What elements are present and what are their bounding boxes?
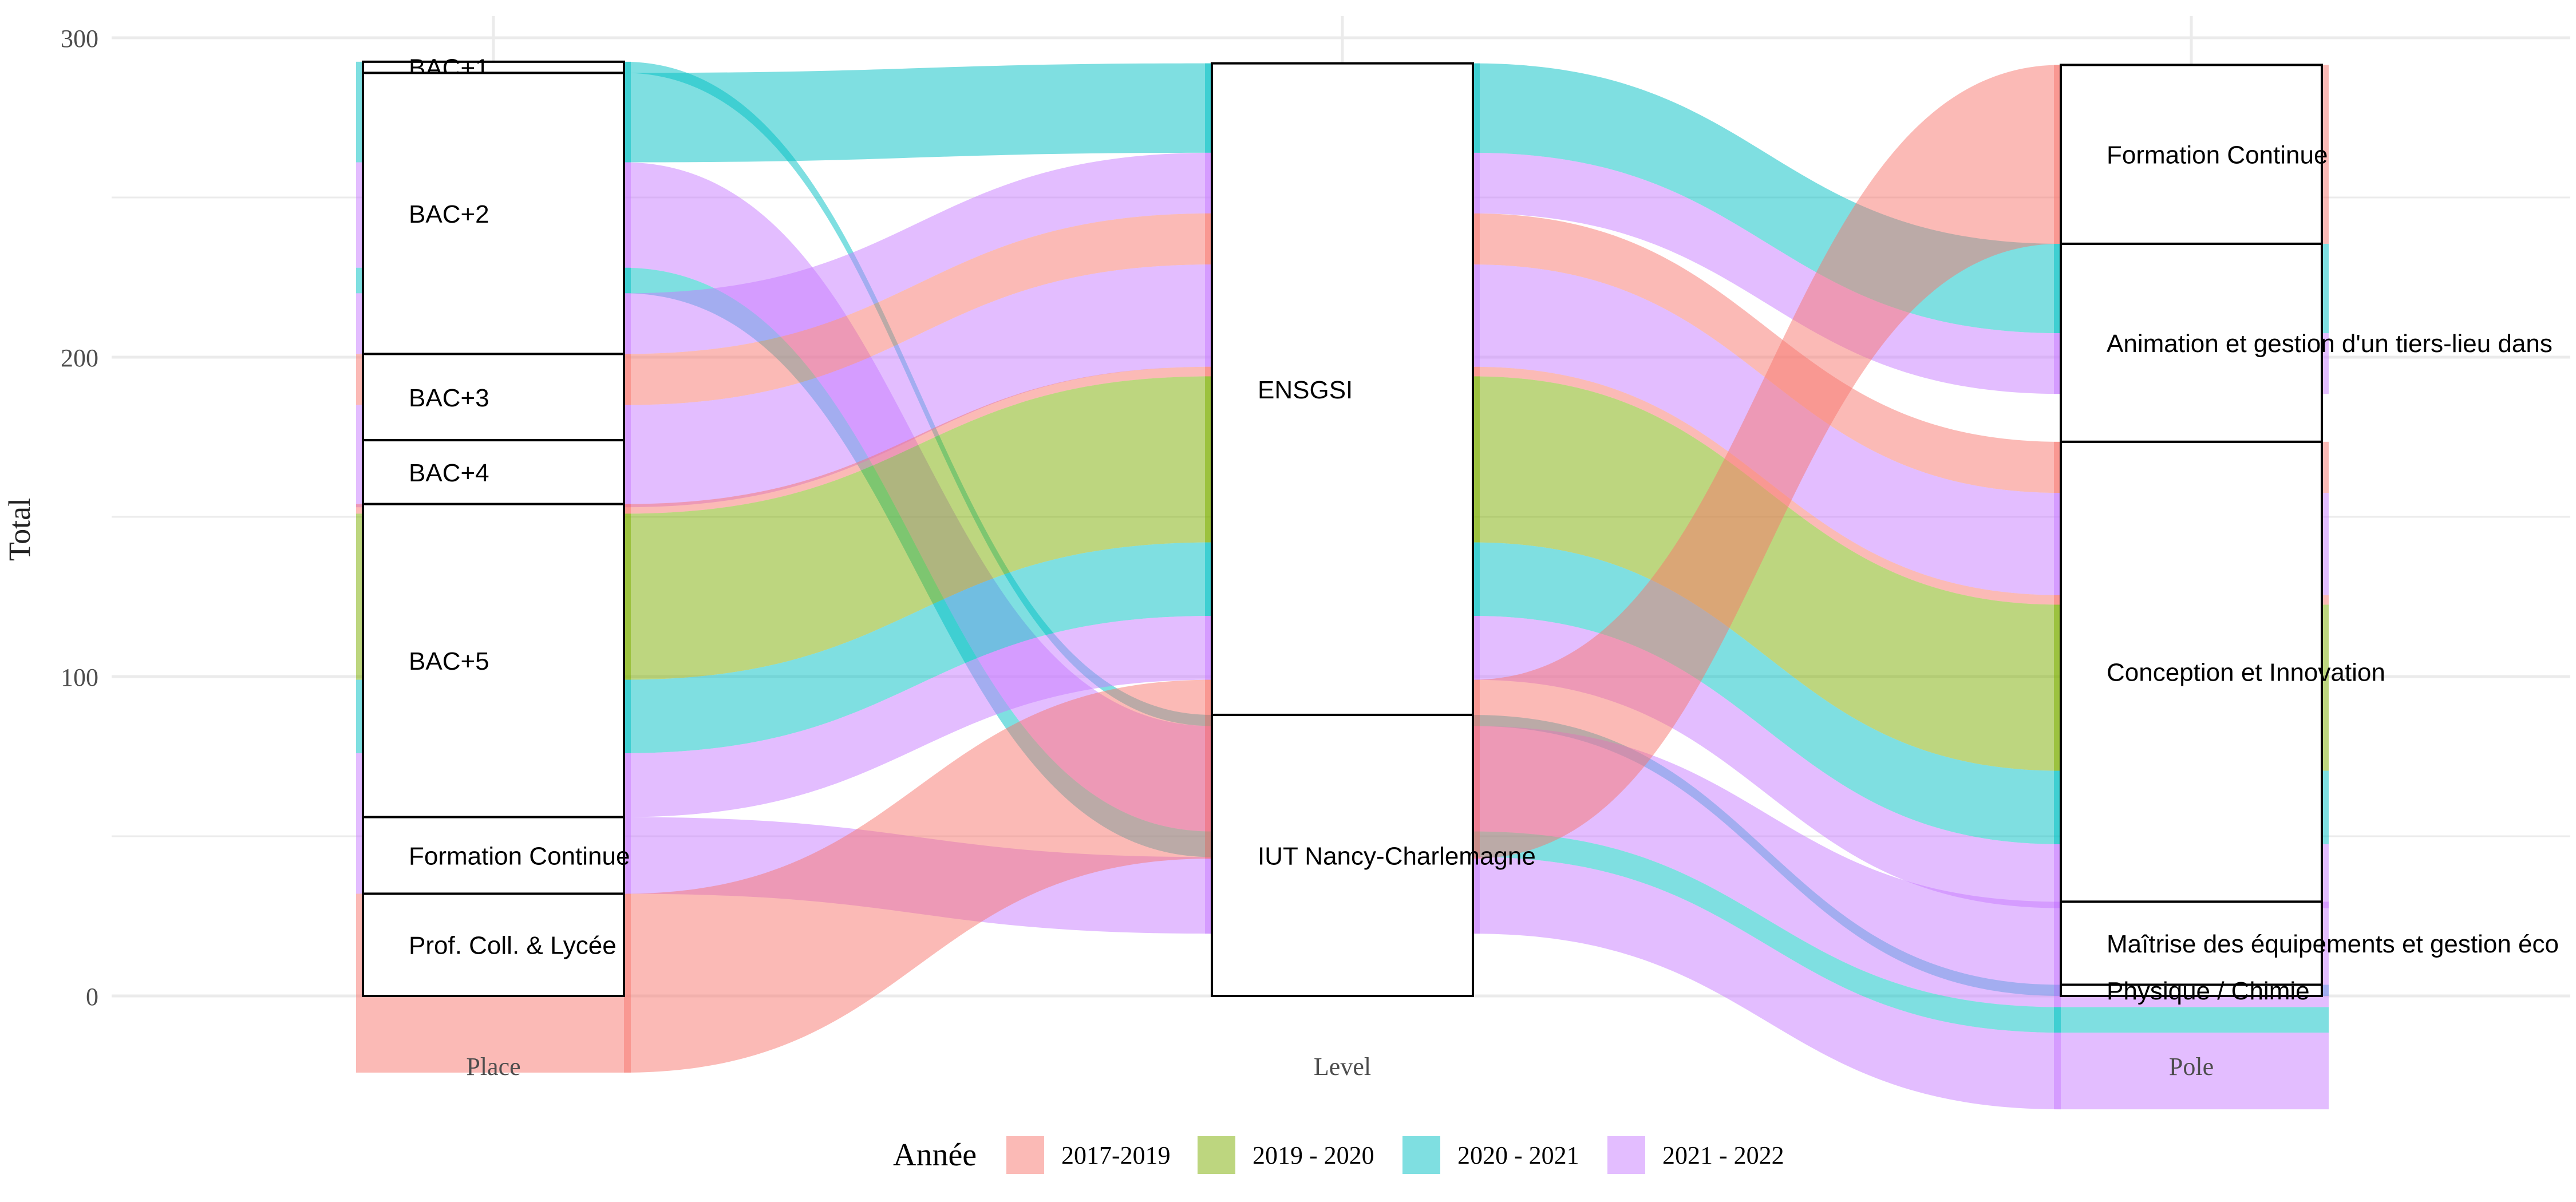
flow-ribbon bbox=[624, 264, 1212, 508]
legend-key bbox=[1006, 1136, 1044, 1174]
stratum-label: ENSGSI bbox=[1258, 376, 1353, 404]
legend-label: 2019 - 2020 bbox=[1253, 1141, 1374, 1169]
stratum-box bbox=[2060, 242, 2323, 443]
flow-ribbon bbox=[624, 213, 1212, 405]
legend-title: Année bbox=[893, 1137, 977, 1173]
flow-ribbon bbox=[1473, 726, 2061, 1007]
stratum-label: BAC+2 bbox=[409, 200, 489, 228]
flow-ribbon bbox=[624, 366, 1212, 514]
stratum-box bbox=[362, 503, 625, 819]
stratum-box bbox=[362, 439, 625, 505]
flow-ribbon bbox=[1473, 831, 2061, 1033]
stratum-label: BAC+5 bbox=[409, 647, 489, 675]
stratum-label: Formation Continue bbox=[2107, 141, 2328, 169]
stratum-label: Physique / Chimie bbox=[2107, 977, 2310, 1005]
x-tick-label: Place bbox=[466, 1053, 520, 1081]
stratum-label: Maîtrise des équipements et gestion éco bbox=[2107, 930, 2559, 958]
stratum-label: Animation et gestion d'un tiers-lieu dan… bbox=[2107, 330, 2553, 358]
axes: 0 100 200 300 Place Level Pole bbox=[61, 25, 2214, 1081]
stratum-box bbox=[1211, 62, 1474, 716]
stratum-label: BAC+4 bbox=[409, 459, 489, 487]
flow-ribbon bbox=[1473, 65, 2061, 859]
stratum-box bbox=[362, 72, 625, 355]
legend-label: 2020 - 2021 bbox=[1457, 1141, 1579, 1169]
flow-segment bbox=[2054, 1007, 2329, 1033]
legend-key bbox=[1607, 1136, 1645, 1174]
legend-key bbox=[1198, 1136, 1235, 1174]
legend: Année 2017-2019 2019 - 2020 2020 - 2021 2021… bbox=[893, 1136, 1784, 1174]
stratum-label: Prof. Coll. & Lycée bbox=[409, 932, 617, 960]
x-tick-label: Level bbox=[1314, 1053, 1371, 1081]
flow-segment bbox=[2054, 1033, 2329, 1110]
stratum-box bbox=[1211, 713, 1474, 997]
flow-ribbon bbox=[624, 152, 1212, 354]
stratum-box bbox=[2060, 900, 2323, 986]
legend-item: 2017-2019 bbox=[1006, 1136, 1171, 1174]
flow-ribbon bbox=[624, 63, 1212, 163]
stratum-label: BAC+3 bbox=[409, 384, 489, 412]
legend-label: 2021 - 2022 bbox=[1662, 1141, 1784, 1169]
stratum-label: Formation Continue bbox=[409, 842, 630, 870]
stratum-box bbox=[362, 353, 625, 442]
y-tick-label: 300 bbox=[61, 25, 98, 53]
legend-key bbox=[1402, 1136, 1440, 1174]
flow-ribbon bbox=[1473, 376, 2061, 771]
legend-label: 2017-2019 bbox=[1061, 1141, 1171, 1169]
stratum-box bbox=[362, 892, 625, 997]
stratum-box bbox=[2060, 64, 2323, 245]
flow-ribbon bbox=[1473, 213, 2061, 493]
stratum-box bbox=[362, 60, 625, 74]
y-tick-label: 100 bbox=[61, 663, 98, 691]
flow-ribbon bbox=[1473, 857, 2061, 1110]
flow-ribbon bbox=[624, 376, 1212, 680]
flow-ribbon bbox=[624, 615, 1212, 817]
flow-ribbon bbox=[624, 542, 1212, 753]
legend-item: 2021 - 2022 bbox=[1607, 1136, 1784, 1174]
flow-ribbon bbox=[624, 679, 1212, 1073]
legend-item: 2020 - 2021 bbox=[1402, 1136, 1579, 1174]
stratum-label: IUT Nancy-Charlemagne bbox=[1258, 842, 1536, 870]
y-axis-label: Total bbox=[2, 498, 37, 561]
y-tick-label: 200 bbox=[61, 344, 98, 372]
legend-item: 2019 - 2020 bbox=[1198, 1136, 1374, 1174]
stratum-box bbox=[2060, 983, 2323, 997]
stratum-label: Conception et Innovation bbox=[2107, 659, 2385, 687]
flow-ribbon bbox=[1473, 152, 2061, 394]
x-tick-label: Pole bbox=[2169, 1053, 2214, 1081]
stratum-box bbox=[362, 816, 625, 895]
y-tick-label: 0 bbox=[86, 983, 98, 1011]
